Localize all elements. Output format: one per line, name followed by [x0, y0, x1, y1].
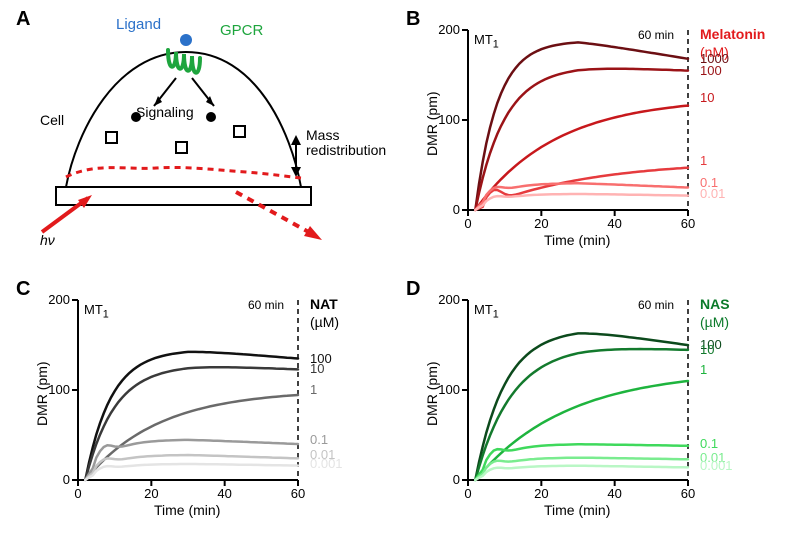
- label-ligand: Ligand: [116, 16, 161, 33]
- legend-title: NAS: [700, 296, 730, 312]
- label-mass: Mass redistribution: [306, 128, 406, 159]
- legend-title: NAT: [310, 296, 338, 312]
- legend-item: 10: [700, 342, 714, 357]
- legend-item: 0.001: [310, 456, 343, 471]
- panelC-chart: [78, 300, 298, 480]
- panel-label-d: D: [406, 278, 420, 301]
- receptor-label: MT1: [84, 302, 109, 321]
- label-hv: hν: [40, 232, 55, 248]
- legend-item: 0.001: [700, 458, 733, 473]
- panel-label-a: A: [16, 8, 30, 31]
- y-axis-title: DMR (pm): [424, 91, 440, 156]
- panelD-chart: [468, 300, 688, 480]
- x-axis-title: Time (min): [154, 502, 220, 518]
- ytick-label: 0: [428, 202, 460, 217]
- receptor-label: MT1: [474, 302, 499, 321]
- y-axis-title: DMR (pm): [424, 361, 440, 426]
- legend-item: 100: [700, 63, 722, 78]
- ytick-label: 200: [38, 292, 70, 307]
- legend-units: (µM): [700, 314, 729, 330]
- panel-label-b: B: [406, 8, 420, 31]
- legend-item: 0.1: [310, 432, 328, 447]
- legend-title: Melatonin: [700, 26, 765, 42]
- legend-item: 10: [700, 90, 714, 105]
- time-note: 60 min: [638, 298, 674, 312]
- receptor-label: MT1: [474, 32, 499, 51]
- x-axis-title: Time (min): [544, 502, 610, 518]
- label-gpcr: GPCR: [220, 22, 263, 39]
- legend-units: (µM): [310, 314, 339, 330]
- y-axis-title: DMR (pm): [34, 361, 50, 426]
- x-axis-title: Time (min): [544, 232, 610, 248]
- legend-item: 0.01: [700, 186, 725, 201]
- panel-label-c: C: [16, 278, 30, 301]
- ytick-label: 0: [38, 472, 70, 487]
- panelB-chart: [468, 30, 688, 210]
- legend-item: 10: [310, 361, 324, 376]
- legend-item: 1: [700, 362, 707, 377]
- ytick-label: 200: [428, 292, 460, 307]
- label-cell: Cell: [40, 112, 64, 128]
- ytick-label: 200: [428, 22, 460, 37]
- legend-item: 1: [700, 153, 707, 168]
- ytick-label: 0: [428, 472, 460, 487]
- time-note: 60 min: [248, 298, 284, 312]
- time-note: 60 min: [638, 28, 674, 42]
- label-signaling: Signaling: [136, 104, 194, 120]
- legend-item: 1: [310, 382, 317, 397]
